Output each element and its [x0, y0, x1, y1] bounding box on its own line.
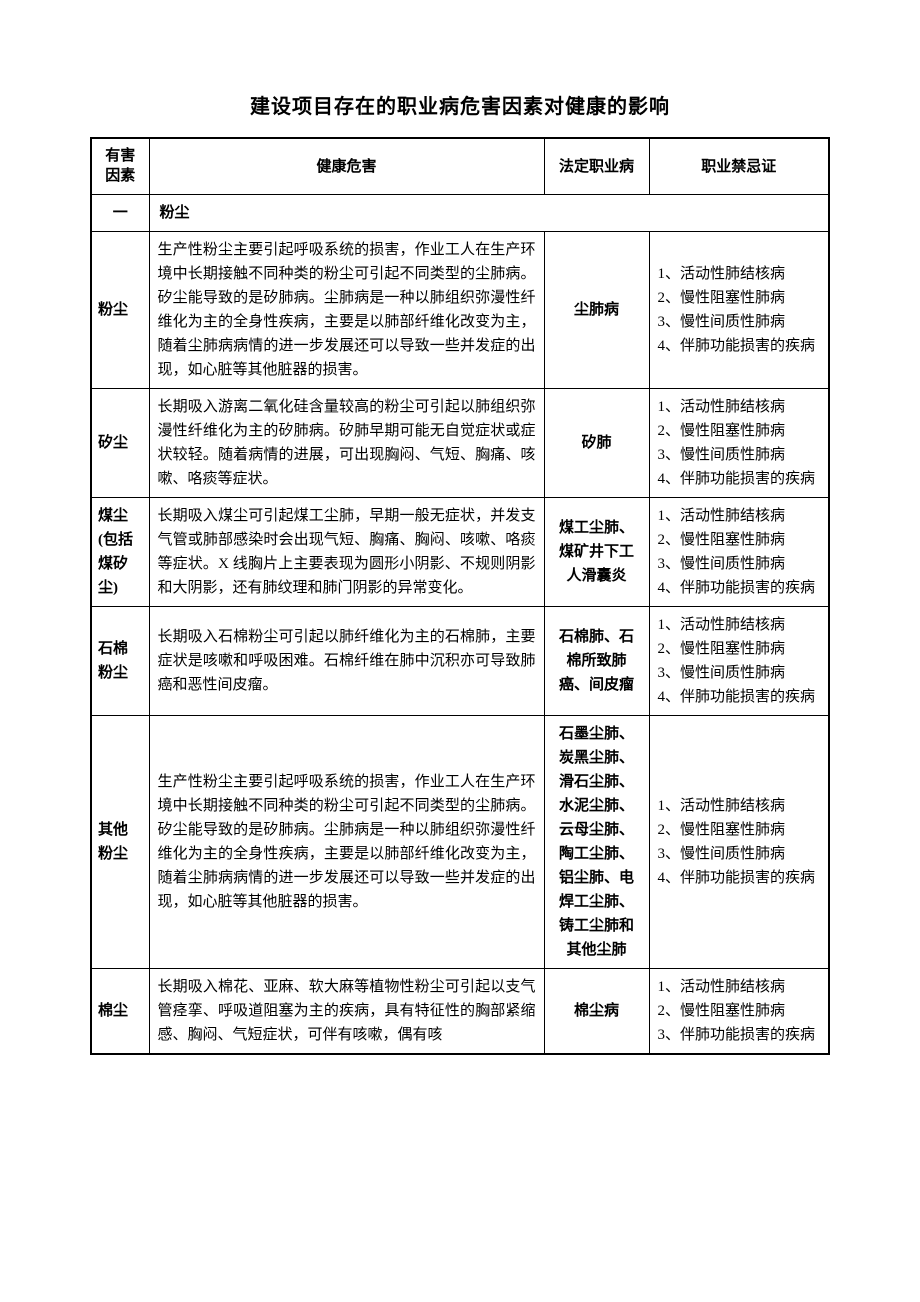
page-title: 建设项目存在的职业病危害因素对健康的影响	[90, 90, 830, 119]
cell-disease: 尘肺病	[544, 232, 649, 389]
table-row: 粉尘 生产性粉尘主要引起呼吸系统的损害，作业工人在生产环境中长期接触不同种类的粉…	[91, 232, 829, 389]
contra-item: 3、伴肺功能损害的疾病	[658, 1023, 821, 1047]
cell-contra: 1、活动性肺结核病 2、慢性阻塞性肺病 3、慢性间质性肺病 4、伴肺功能损害的疾…	[649, 498, 829, 607]
cell-contra: 1、活动性肺结核病 2、慢性阻塞性肺病 3、慢性间质性肺病 4、伴肺功能损害的疾…	[649, 607, 829, 716]
header-contra: 职业禁忌证	[649, 138, 829, 195]
cell-hazard: 生产性粉尘主要引起呼吸系统的损害，作业工人在生产环境中长期接触不同种类的粉尘可引…	[149, 232, 544, 389]
contra-item: 1、活动性肺结核病	[658, 504, 821, 528]
cell-hazard: 生产性粉尘主要引起呼吸系统的损害，作业工人在生产环境中长期接触不同种类的粉尘可引…	[149, 716, 544, 969]
contra-item: 2、慢性阻塞性肺病	[658, 419, 821, 443]
cell-contra: 1、活动性肺结核病 2、慢性阻塞性肺病 3、慢性间质性肺病 4、伴肺功能损害的疾…	[649, 716, 829, 969]
contra-item: 4、伴肺功能损害的疾病	[658, 576, 821, 600]
cell-contra: 1、活动性肺结核病 2、慢性阻塞性肺病 3、慢性间质性肺病 4、伴肺功能损害的疾…	[649, 232, 829, 389]
contra-item: 2、慢性阻塞性肺病	[658, 528, 821, 552]
contra-item: 4、伴肺功能损害的疾病	[658, 866, 821, 890]
cell-factor: 石棉粉尘	[91, 607, 149, 716]
table-row: 煤尘(包括煤矽尘) 长期吸入煤尘可引起煤工尘肺，早期一般无症状，并发支气管或肺部…	[91, 498, 829, 607]
cell-hazard: 长期吸入游离二氧化硅含量较高的粉尘可引起以肺组织弥漫性纤维化为主的矽肺病。矽肺早…	[149, 389, 544, 498]
section-row: 一 粉尘	[91, 195, 829, 232]
table-row: 石棉粉尘 长期吸入石棉粉尘可引起以肺纤维化为主的石棉肺，主要症状是咳嗽和呼吸困难…	[91, 607, 829, 716]
hazard-table: 有害 因素 健康危害 法定职业病 职业禁忌证 一 粉尘 粉尘 生产性粉尘主要引起…	[90, 137, 830, 1055]
table-row: 其他粉尘 生产性粉尘主要引起呼吸系统的损害，作业工人在生产环境中长期接触不同种类…	[91, 716, 829, 969]
cell-contra: 1、活动性肺结核病 2、慢性阻塞性肺病 3、慢性间质性肺病 4、伴肺功能损害的疾…	[649, 389, 829, 498]
cell-factor: 煤尘(包括煤矽尘)	[91, 498, 149, 607]
header-factor-l2: 因素	[105, 168, 135, 184]
contra-item: 1、活动性肺结核病	[658, 975, 821, 999]
section-num: 一	[91, 195, 149, 232]
contra-item: 1、活动性肺结核病	[658, 794, 821, 818]
table-row: 棉尘 长期吸入棉花、亚麻、软大麻等植物性粉尘可引起以支气管痉挛、呼吸道阻塞为主的…	[91, 969, 829, 1055]
header-factor: 有害 因素	[91, 138, 149, 195]
table-row: 矽尘 长期吸入游离二氧化硅含量较高的粉尘可引起以肺组织弥漫性纤维化为主的矽肺病。…	[91, 389, 829, 498]
contra-item: 4、伴肺功能损害的疾病	[658, 334, 821, 358]
header-row: 有害 因素 健康危害 法定职业病 职业禁忌证	[91, 138, 829, 195]
contra-item: 4、伴肺功能损害的疾病	[658, 467, 821, 491]
contra-item: 3、慢性间质性肺病	[658, 443, 821, 467]
cell-contra: 1、活动性肺结核病 2、慢性阻塞性肺病 3、伴肺功能损害的疾病	[649, 969, 829, 1055]
header-disease: 法定职业病	[544, 138, 649, 195]
contra-item: 2、慢性阻塞性肺病	[658, 637, 821, 661]
cell-disease: 煤工尘肺、煤矿井下工人滑囊炎	[544, 498, 649, 607]
cell-hazard: 长期吸入煤尘可引起煤工尘肺，早期一般无症状，并发支气管或肺部感染时会出现气短、胸…	[149, 498, 544, 607]
contra-item: 2、慢性阻塞性肺病	[658, 818, 821, 842]
cell-factor: 棉尘	[91, 969, 149, 1055]
contra-item: 3、慢性间质性肺病	[658, 552, 821, 576]
contra-item: 3、慢性间质性肺病	[658, 310, 821, 334]
contra-item: 2、慢性阻塞性肺病	[658, 286, 821, 310]
cell-factor: 其他粉尘	[91, 716, 149, 969]
header-factor-l1: 有害	[105, 148, 135, 164]
cell-disease: 棉尘病	[544, 969, 649, 1055]
contra-item: 2、慢性阻塞性肺病	[658, 999, 821, 1023]
section-label: 粉尘	[149, 195, 829, 232]
cell-factor: 粉尘	[91, 232, 149, 389]
cell-disease: 石墨尘肺、炭黑尘肺、滑石尘肺、水泥尘肺、云母尘肺、陶工尘肺、铝尘肺、电焊工尘肺、…	[544, 716, 649, 969]
header-hazard: 健康危害	[149, 138, 544, 195]
contra-item: 1、活动性肺结核病	[658, 395, 821, 419]
cell-factor: 矽尘	[91, 389, 149, 498]
cell-disease: 矽肺	[544, 389, 649, 498]
cell-hazard: 长期吸入石棉粉尘可引起以肺纤维化为主的石棉肺，主要症状是咳嗽和呼吸困难。石棉纤维…	[149, 607, 544, 716]
cell-disease: 石棉肺、石棉所致肺癌、间皮瘤	[544, 607, 649, 716]
contra-item: 1、活动性肺结核病	[658, 613, 821, 637]
contra-item: 3、慢性间质性肺病	[658, 661, 821, 685]
contra-item: 4、伴肺功能损害的疾病	[658, 685, 821, 709]
contra-item: 1、活动性肺结核病	[658, 262, 821, 286]
contra-item: 3、慢性间质性肺病	[658, 842, 821, 866]
cell-hazard: 长期吸入棉花、亚麻、软大麻等植物性粉尘可引起以支气管痉挛、呼吸道阻塞为主的疾病，…	[149, 969, 544, 1055]
